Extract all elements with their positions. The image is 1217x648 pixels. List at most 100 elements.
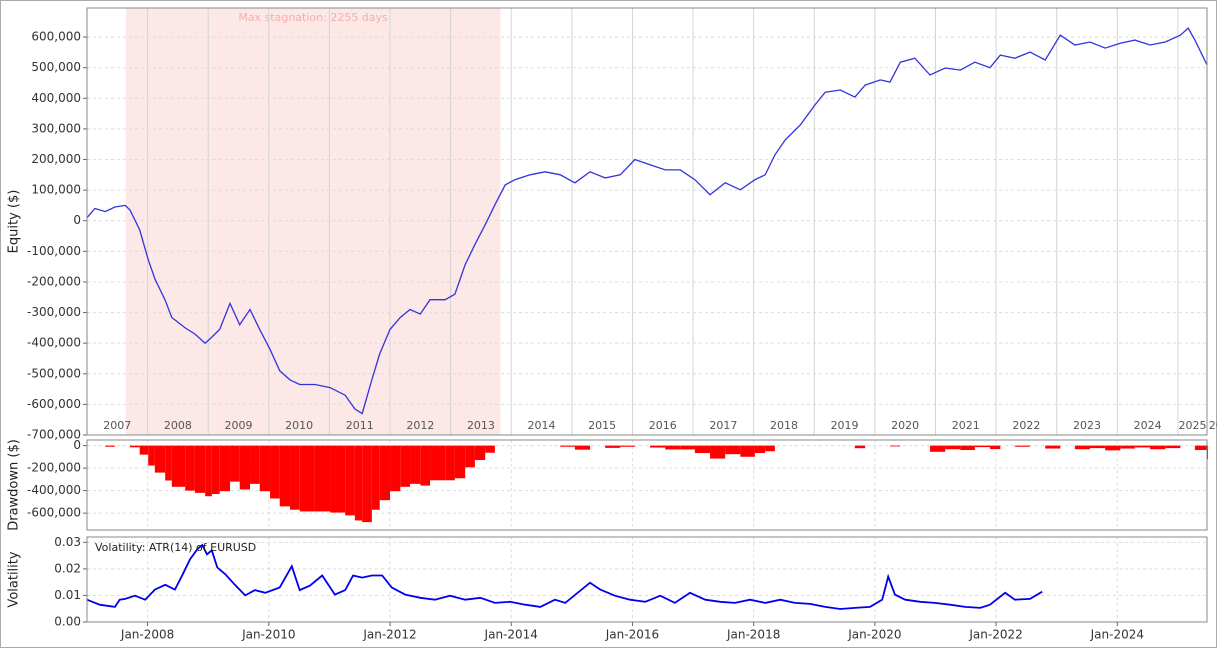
- drawdown-bar: [219, 445, 231, 492]
- drawdown-bar: [420, 445, 431, 486]
- drawdown-bar: [1014, 445, 1031, 447]
- y-tick-label: 0: [73, 213, 81, 227]
- drawdown-bar: [379, 445, 391, 501]
- drawdown-bar: [1120, 445, 1135, 449]
- y-tick-label: 200,000: [31, 152, 81, 166]
- drawdown-bar: [474, 445, 486, 461]
- year-label: 2016: [649, 419, 677, 432]
- drawdown-bar: [1150, 445, 1166, 450]
- y-tick-label: 0.00: [54, 615, 81, 629]
- drawdown-bar: [259, 445, 271, 492]
- drawdown-bar: [754, 445, 766, 454]
- year-label: 2021: [952, 419, 980, 432]
- x-tick-label: Jan-2024: [1090, 628, 1144, 642]
- drawdown-bar: [1165, 445, 1181, 449]
- drawdown-bar: [148, 445, 155, 466]
- drawdown-bar: [485, 445, 495, 453]
- year-label: 2020: [891, 419, 919, 432]
- x-tick-label: Jan-2018: [726, 628, 780, 642]
- y-tick-label: 300,000: [31, 121, 81, 135]
- stagnation-label: Max stagnation: 2255 days: [238, 11, 388, 24]
- x-tick-label: Jan-2008: [120, 628, 174, 642]
- y-tick-label: 0.03: [54, 535, 81, 549]
- year-label: 2012: [406, 419, 434, 432]
- y-tick-label: -100,000: [27, 244, 81, 258]
- series-line: [86, 543, 1043, 610]
- year-label: 2019: [831, 419, 859, 432]
- drawdown-bar: [694, 445, 711, 454]
- drawdown-bar: [725, 445, 741, 455]
- drawdown-bar: [330, 445, 346, 513]
- y-tick-label: -600,000: [27, 506, 81, 520]
- year-label: 2007: [103, 419, 131, 432]
- drawdown-bar: [1045, 445, 1061, 449]
- drawdown-bar: [1134, 445, 1151, 448]
- drawdown-bar: [362, 445, 372, 523]
- drawdown-bar: [165, 445, 172, 481]
- y-tick-label: 500,000: [31, 60, 81, 74]
- drawdown-bar: [371, 445, 380, 510]
- drawdown-bar: [740, 445, 755, 457]
- drawdown-bar: [945, 445, 961, 450]
- x-tick-label: Jan-2020: [847, 628, 901, 642]
- y-tick-label: 0.02: [54, 561, 81, 575]
- drawdown-bar: [854, 445, 866, 449]
- drawdown-bar: [185, 445, 195, 491]
- drawdown-bar: [314, 445, 331, 512]
- drawdown-bar: [620, 445, 635, 447]
- drawdown-bar: [171, 445, 186, 487]
- drawdown-bar: [574, 445, 591, 450]
- drawdown-bar: [1194, 445, 1207, 451]
- year-label: 2011: [346, 419, 374, 432]
- y-tick-label: 0.01: [54, 588, 81, 602]
- drawdown-bar: [139, 445, 149, 455]
- drawdown-bar: [299, 445, 315, 512]
- stagnation-band: [125, 8, 501, 435]
- drawdown-bar: [710, 445, 726, 459]
- y-tick-label: -600,000: [27, 397, 81, 411]
- drawdown-bar: [1074, 445, 1091, 450]
- y-tick-label: -200,000: [27, 461, 81, 475]
- year-label: 2022: [1012, 419, 1040, 432]
- y-tick-label: -200,000: [27, 274, 81, 288]
- drawdown-bar: [605, 445, 621, 448]
- drawdown-bar: [960, 445, 975, 451]
- drawdown-bar: [1090, 445, 1106, 449]
- drawdown-bar: [974, 445, 991, 448]
- drawdown-bar: [990, 445, 1001, 450]
- y-axis-title: Volatility: [7, 551, 22, 607]
- drawdown-bar: [680, 445, 695, 450]
- y-tick-label: -700,000: [27, 428, 81, 442]
- x-tick-label: Jan-2012: [362, 628, 416, 642]
- drawdown-bar: [650, 445, 666, 448]
- drawdown-bar: [390, 445, 401, 492]
- y-tick-label: -400,000: [27, 483, 81, 497]
- drawdown-bar: [445, 445, 455, 481]
- drawdown-bar: [279, 445, 291, 507]
- y-tick-label: -400,000: [27, 336, 81, 350]
- drawdown-bar: [250, 445, 260, 484]
- drawdown-bar: [270, 445, 280, 499]
- drawdown-bar: [465, 445, 475, 468]
- year-label: 2013: [467, 419, 495, 432]
- y-tick-label: -500,000: [27, 366, 81, 380]
- drawdown-bar: [211, 445, 220, 494]
- year-label: 2008: [164, 419, 192, 432]
- y-tick-label: 0: [73, 438, 81, 452]
- drawdown-bar: [130, 445, 140, 448]
- year-label: 2025: [1178, 419, 1206, 432]
- x-tick-label: Jan-2010: [241, 628, 295, 642]
- year-label: 2024: [1134, 419, 1162, 432]
- year-label: 2009: [225, 419, 253, 432]
- plot-border: [86, 7, 1208, 436]
- year-label: 2017: [709, 419, 737, 432]
- y-tick-label: 100,000: [31, 183, 81, 197]
- year-label: 2015: [588, 419, 616, 432]
- plot-border: [86, 439, 1208, 531]
- drawdown-bar: [290, 445, 300, 510]
- drawdown-bar: [354, 445, 363, 521]
- y-tick-label: 400,000: [31, 91, 81, 105]
- drawdown-bar: [154, 445, 166, 473]
